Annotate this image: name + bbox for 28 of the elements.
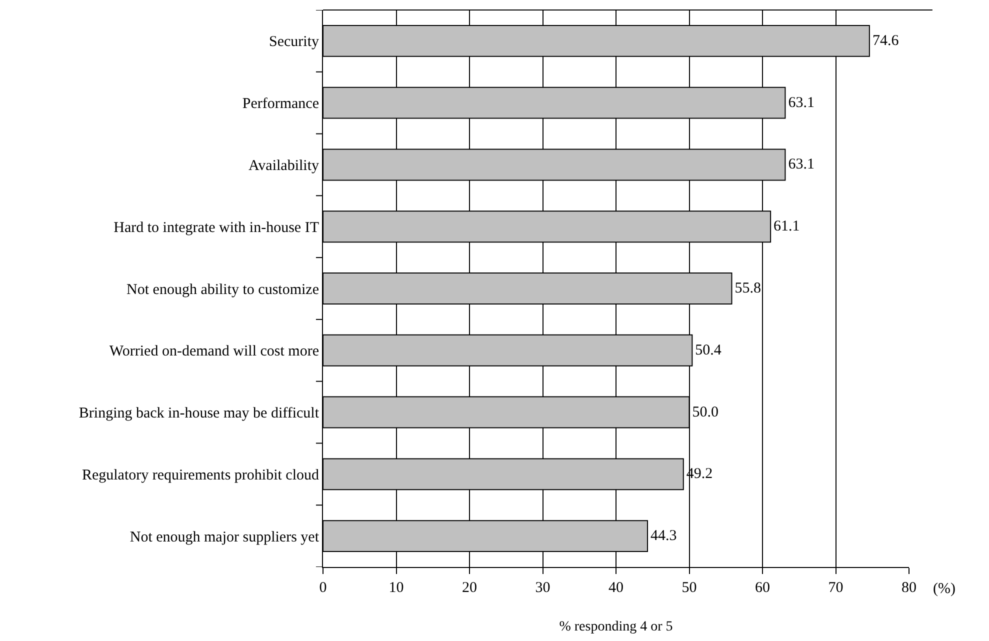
y-tick-label: Performance: [242, 96, 320, 112]
y-tick-label: Availability: [248, 158, 320, 174]
x-tick-label: 80: [902, 580, 916, 596]
x-tick-label: 10: [388, 580, 404, 596]
data-label: 55.8: [734, 280, 761, 296]
y-tick-label: Not enough major suppliers yet: [130, 529, 320, 546]
x-tick-label: 70: [828, 580, 844, 596]
x-tick-label: 60: [755, 580, 770, 596]
x-axis-title: % responding 4 or 5: [559, 619, 673, 634]
y-tick-label: Regulatory requirements prohibit cloud: [82, 467, 320, 484]
x-tick-label: 50: [682, 580, 697, 596]
y-tick-label: Worried on-demand will cost more: [109, 344, 320, 360]
x-tick-label: 20: [462, 580, 477, 596]
y-tick-label: Not enough ability to customize: [126, 282, 320, 298]
y-tick-label: Security: [269, 34, 320, 50]
y-tick-label: Bringing back in-house may be difficult: [78, 406, 320, 422]
data-label: 50.0: [692, 404, 718, 420]
data-label: 63.1: [788, 94, 814, 111]
data-label: 61.1: [774, 218, 800, 235]
x-tick-label: 0: [319, 580, 327, 596]
text: (%): [933, 581, 956, 597]
y-tick-label: Hard to integrate with in-house IT: [114, 220, 319, 236]
data-label: 74.6: [872, 32, 900, 49]
data-label: 50.4: [695, 342, 722, 358]
x-tick-label: 40: [608, 580, 624, 596]
data-label: 44.3: [650, 528, 677, 544]
x-tick-label: 30: [535, 580, 550, 596]
data-label: 63.1: [788, 156, 814, 173]
